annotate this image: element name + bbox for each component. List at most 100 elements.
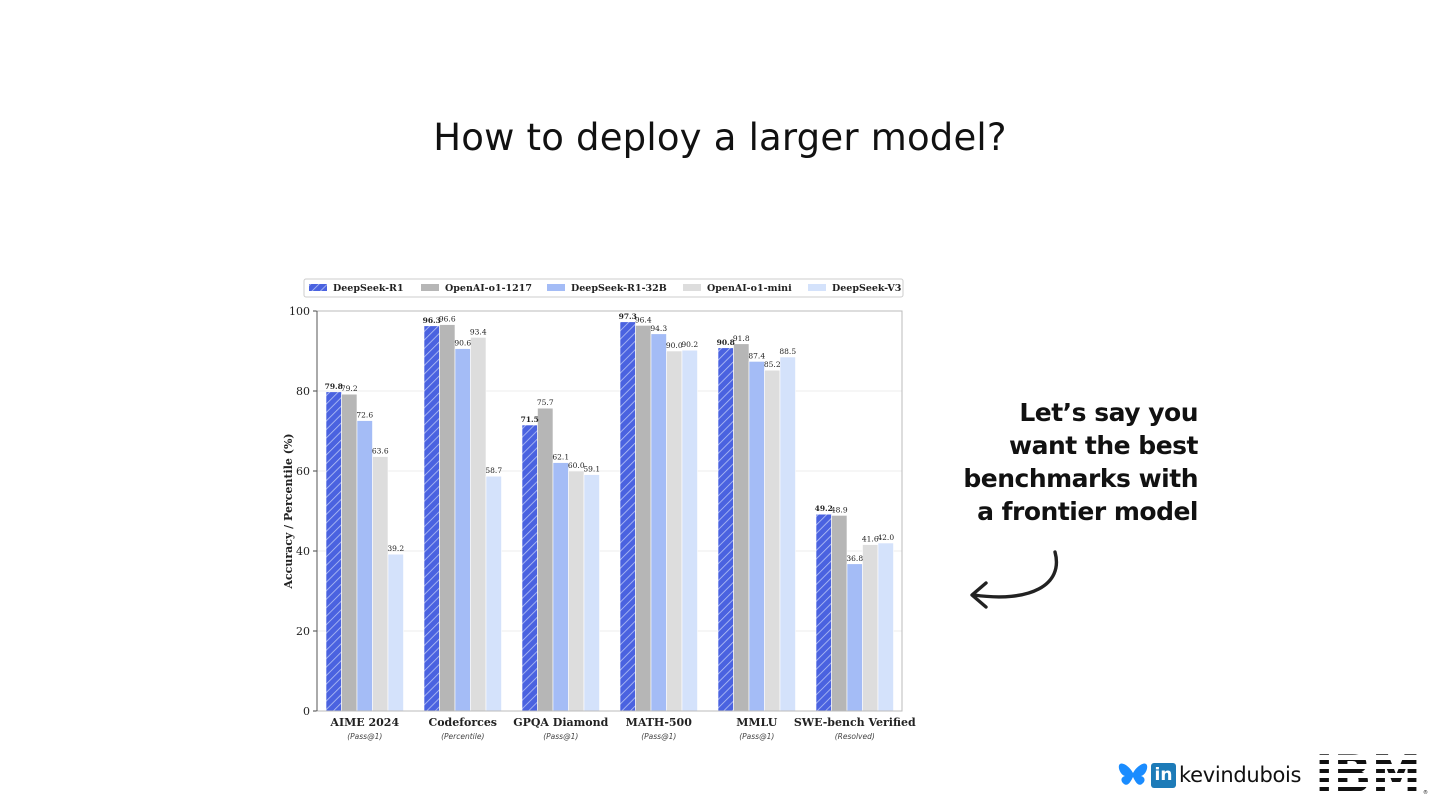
benchmark-bar-chart: DeepSeek-R1 OpenAI-o1-1217 DeepSeek-R1-32B… (282, 278, 916, 741)
y-axis-label: Accuracy / Percentile (%) (282, 433, 295, 589)
bar-value-label: 72.6 (356, 411, 373, 420)
bar (779, 356, 796, 712)
legend-swatch (309, 284, 327, 291)
x-tick-label: Codeforces (428, 716, 497, 729)
chart-axes: 0 20 40 60 80 100 AIME 2024 (Pass@1) Codeforces (… (282, 305, 916, 741)
bar-value-label: 94.3 (650, 324, 667, 333)
legend-swatch (547, 284, 565, 291)
bar (372, 456, 389, 712)
bar (635, 325, 652, 712)
legend-swatch (421, 284, 439, 291)
bar-value-label: 60.0 (568, 461, 585, 470)
bar (846, 563, 863, 712)
chart-value-labels: 79.879.2 72.6 63.6 39.2 96.396.6 90.6 93.4 58.7… (325, 312, 895, 563)
bar-value-label: 75.7 (537, 398, 554, 407)
x-tick-label: GPQA Diamond (513, 716, 608, 729)
svg-text:IBM: IBM (1315, 750, 1421, 796)
bar-value-label: 90.2 (681, 340, 698, 349)
bar (748, 361, 765, 712)
legend-label: DeepSeek-R1 (333, 283, 404, 294)
bar (583, 474, 600, 712)
legend-label: OpenAI-o1-mini (707, 283, 792, 294)
bar (568, 470, 585, 712)
y-tick-label: 80 (296, 385, 310, 398)
linkedin-icon[interactable]: in (1151, 762, 1176, 788)
bar (356, 420, 373, 712)
x-tick-sublabel: (Pass@1) (543, 732, 578, 741)
bar (831, 515, 848, 712)
bar (521, 424, 538, 712)
bar-value-label: 58.7 (485, 466, 502, 475)
chart-bars (325, 321, 894, 712)
slide-title: How to deploy a larger model? (433, 116, 1007, 159)
bar-value-label: 79.2 (341, 384, 358, 393)
bar (650, 333, 667, 712)
bar (815, 513, 832, 712)
bar-value-label: 48.9 (831, 505, 848, 514)
bar (877, 542, 894, 712)
bluesky-icon[interactable] (1118, 762, 1148, 788)
bar (717, 347, 734, 712)
bar-value-label: 71.5 (521, 415, 539, 424)
bar (439, 324, 456, 712)
legend-label: OpenAI-o1-1217 (445, 283, 532, 294)
bar-value-label: 79.8 (325, 382, 343, 391)
y-tick-label: 0 (303, 705, 310, 718)
x-tick-label: SWE-bench Verified (794, 716, 916, 729)
bar (485, 475, 502, 712)
y-tick-label: 20 (296, 625, 310, 638)
bar-value-label: 49.2 (815, 504, 833, 513)
x-tick-label: AIME 2024 (329, 716, 399, 729)
bar (619, 321, 636, 712)
bar-value-label: 96.6 (439, 315, 456, 324)
bar-value-label: 59.1 (583, 465, 600, 474)
legend-swatch (808, 284, 826, 291)
x-tick-sublabel: (Resolved) (835, 732, 875, 741)
bar-value-label: 36.8 (846, 554, 863, 563)
bar-value-label: 39.2 (387, 544, 404, 553)
y-tick-label: 60 (296, 465, 310, 478)
bar (862, 544, 879, 712)
bar (387, 553, 404, 712)
x-tick-sublabel: (Pass@1) (739, 732, 774, 741)
bar (470, 337, 487, 712)
bar (666, 350, 683, 712)
x-tick-sublabel: (Pass@1) (347, 732, 382, 741)
bar-value-label: 88.5 (779, 347, 796, 356)
legend-swatch (683, 284, 701, 291)
curved-arrow-icon (970, 550, 1059, 609)
x-tick-sublabel: (Pass@1) (641, 732, 676, 741)
footer-social: in kevindubois (1118, 757, 1302, 793)
bar (681, 349, 698, 712)
callout-text: Let’s say you want the best benchmarks w… (930, 396, 1198, 528)
bar-value-label: 93.4 (470, 327, 487, 336)
svg-text:®: ® (1423, 789, 1428, 796)
callout-line: want the best (1008, 431, 1199, 460)
bar-value-label: 90.8 (717, 338, 735, 347)
bar-value-label: 85.2 (764, 360, 781, 369)
chart-legend: DeepSeek-R1 OpenAI-o1-1217 DeepSeek-R1-32B… (303, 278, 904, 298)
bar-value-label: 42.0 (877, 533, 894, 542)
y-tick-label: 100 (289, 305, 310, 318)
bar-value-label: 97.3 (619, 312, 637, 321)
bar-value-label: 63.6 (372, 447, 389, 456)
bar (764, 369, 781, 712)
bar-value-label: 90.0 (666, 341, 683, 350)
x-tick-label: MMLU (736, 716, 777, 729)
bar (325, 391, 342, 712)
legend-label: DeepSeek-V3 (832, 283, 901, 294)
bar-value-label: 87.4 (748, 351, 765, 360)
bar-value-label: 96.3 (423, 316, 441, 325)
bar (733, 343, 750, 712)
chart-grid (317, 390, 902, 632)
bar (341, 393, 358, 712)
author-handle: kevindubois (1179, 763, 1302, 787)
callout-line: benchmarks with (963, 464, 1198, 493)
y-tick-label: 40 (296, 545, 310, 558)
bar (423, 325, 440, 712)
ibm-logo: IBM ® (1315, 750, 1428, 796)
bar (537, 407, 554, 712)
bar (552, 462, 569, 712)
callout-line: a frontier model (977, 497, 1198, 526)
callout-line: Let’s say you (1019, 398, 1198, 427)
